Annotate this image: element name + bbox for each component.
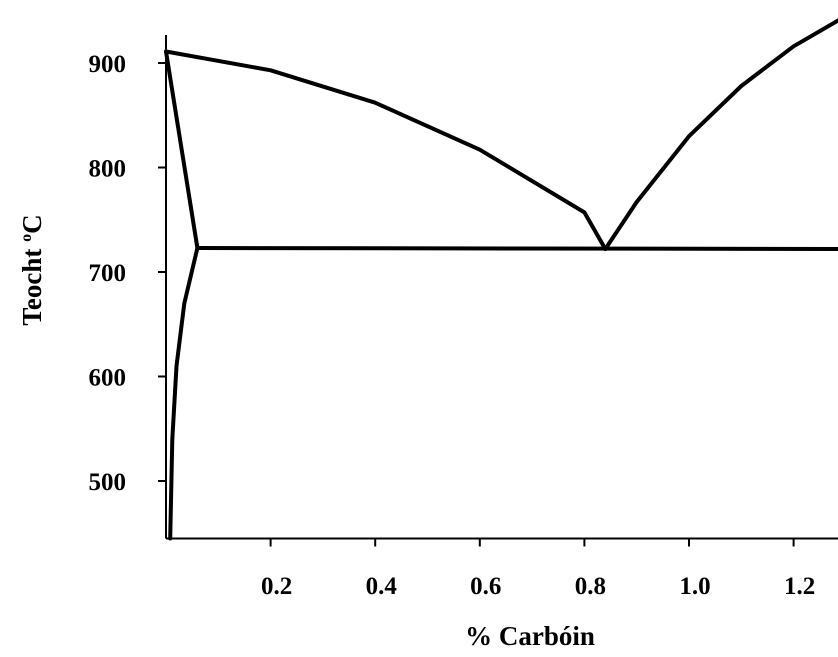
y-tick-label: 700 [89,260,127,287]
x-tick-label: 0.8 [575,573,606,600]
axes [165,35,838,540]
x-axis-title: % Carbóin [465,621,595,651]
x-tick-label: 1.0 [679,573,710,600]
phase-boundary-line [168,246,200,541]
phase-boundary-line [164,49,200,250]
y-tick-label: 600 [89,365,127,392]
y-axis-title: Teocht oC [17,214,47,325]
y-axis-title-text: Teocht [17,242,47,326]
x-tick-label: 0.4 [366,573,398,600]
phase-boundary-line [603,18,838,251]
y-axis-ticks: 500 600 700 800 900 [89,51,166,496]
phase-boundary-line [164,49,608,251]
x-tick-label: 0.6 [470,573,501,600]
phase-curves [164,18,838,541]
x-tick-label: 1.2 [784,573,815,600]
y-axis-title-degree: o [18,234,35,242]
x-axis-ticks: 0.2 0.4 0.6 0.8 1.0 1.2 [261,538,815,600]
x-tick-label: 0.2 [261,573,292,600]
phase-boundary-line [195,246,838,251]
y-axis-title-unit: C [17,214,47,234]
y-tick-label: 900 [89,51,127,78]
y-tick-label: 500 [89,469,127,496]
y-tick-label: 800 [89,156,127,183]
